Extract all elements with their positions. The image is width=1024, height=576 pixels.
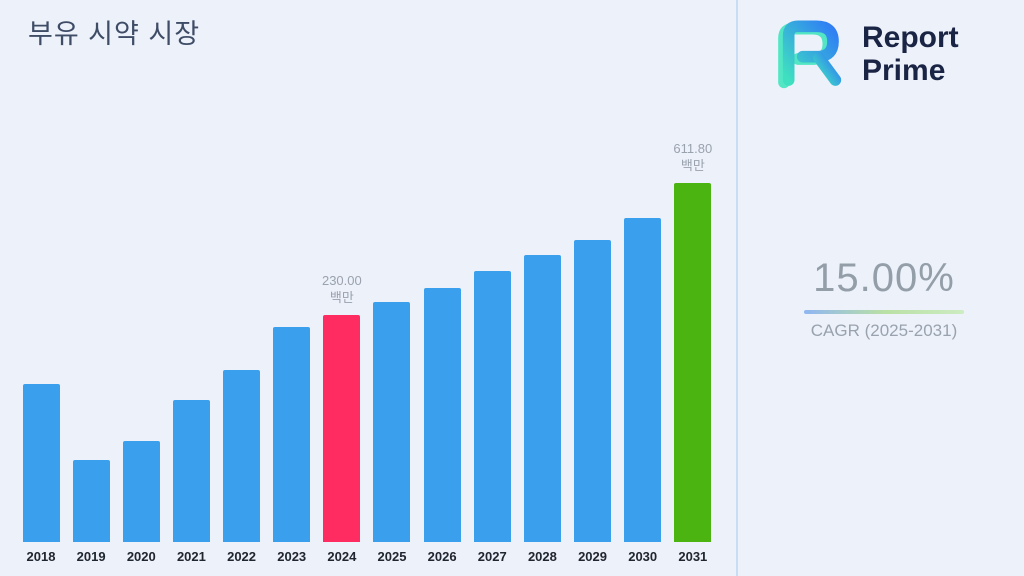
x-axis-label-2021: 2021 [176, 549, 206, 564]
bar-column-2023: 2023 [267, 327, 317, 564]
bar-2029 [574, 240, 612, 542]
bar-2022 [223, 370, 261, 542]
brand-name-line1: Report [862, 21, 959, 55]
x-axis-label-2020: 2020 [126, 549, 156, 564]
x-axis-label-2031: 2031 [678, 549, 708, 564]
bar-2027 [473, 271, 511, 542]
cagr-underline [804, 310, 964, 314]
bar-2031 [674, 183, 712, 542]
x-axis-label-2026: 2026 [427, 549, 457, 564]
bar-column-2030: 2030 [618, 218, 668, 564]
cagr-value: 15.00% [813, 256, 955, 300]
bar-column-2022: 2022 [217, 370, 267, 564]
bar-column-2031: 611.80 백만 2031 [668, 141, 718, 564]
bar-value-label-2031: 611.80 백만 [673, 141, 713, 174]
bar-2030 [624, 218, 662, 542]
bar-2023 [273, 327, 311, 542]
vertical-divider [736, 0, 738, 576]
bar-column-2019: 2019 [66, 460, 116, 564]
x-axis-label-2028: 2028 [527, 549, 557, 564]
brand-logo: Report Prime [770, 10, 959, 99]
page-title: 부유 시약 시장 [28, 19, 201, 49]
x-axis-label-2029: 2029 [578, 549, 607, 564]
bar-column-2026: 2026 [417, 288, 467, 564]
bar-2020 [122, 441, 160, 542]
bar-column-2018: 2018 [16, 384, 66, 564]
bar-value-label-2024: 230.00 백만 [321, 273, 362, 306]
x-axis-label-2030: 2030 [628, 549, 658, 564]
bar-chart: 2018 2019 2020 2021 2022 2023 230.00 백만 2024 2025… [16, 141, 718, 564]
bar-2024 [323, 315, 361, 542]
bar-2028 [523, 255, 561, 542]
bar-column-2029: 2029 [568, 240, 618, 564]
cagr-label: CAGR (2025-2031) [810, 321, 958, 340]
brand-name: Report Prime [862, 22, 959, 86]
bar-2021 [172, 400, 210, 542]
bar-2026 [423, 288, 461, 542]
bar-column-2027: 2027 [467, 271, 517, 564]
bar-2025 [373, 302, 411, 542]
bar-column-2020: 2020 [116, 441, 166, 564]
x-axis-label-2023: 2023 [277, 549, 307, 564]
x-axis-label-2022: 2022 [227, 549, 257, 564]
report-prime-logo-icon [770, 10, 854, 99]
bar-column-2025: 2025 [367, 302, 417, 564]
bar-column-2028: 2028 [517, 255, 567, 564]
x-axis-label-2019: 2019 [76, 549, 106, 564]
bar-column-2021: 2021 [166, 400, 216, 564]
x-axis-label-2024: 2024 [327, 549, 357, 564]
cagr-block: 15.00% CAGR (2025-2031) [756, 256, 1012, 341]
bar-2018 [22, 384, 60, 542]
x-axis-label-2025: 2025 [377, 549, 407, 564]
bar-2019 [72, 460, 110, 542]
bar-column-2024: 230.00 백만 2024 [317, 273, 367, 564]
x-axis-label-2027: 2027 [477, 549, 507, 564]
brand-name-line2: Prime [862, 53, 946, 87]
x-axis-label-2018: 2018 [26, 549, 56, 564]
